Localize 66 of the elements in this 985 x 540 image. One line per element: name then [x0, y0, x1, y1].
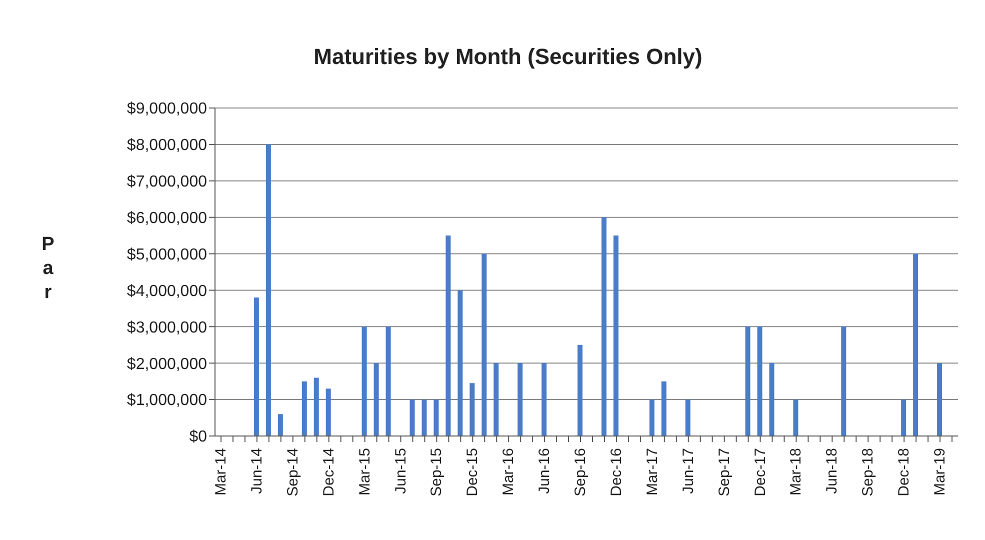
x-tick-label: Dec-15 [464, 448, 482, 496]
x-tick-label: Sep-15 [428, 448, 446, 496]
bar [518, 363, 523, 436]
bar [470, 383, 475, 436]
bar [578, 344, 583, 436]
x-tick-label: Mar-18 [788, 448, 805, 496]
bar [254, 298, 259, 436]
y-tick-label: $9,000,000 [126, 100, 208, 118]
x-tick-label: Mar-16 [500, 448, 518, 496]
bar [649, 400, 654, 436]
y-tick-label: $1,000,000 [126, 392, 208, 410]
bar [266, 144, 271, 436]
x-tick-label: Sep-16 [572, 448, 590, 496]
bar [757, 326, 762, 436]
bar [685, 400, 690, 436]
y-tick-label: $7,000,000 [126, 174, 208, 191]
x-tick-label: Mar-15 [356, 448, 374, 496]
bar [362, 326, 367, 436]
bar [482, 254, 487, 436]
x-tick-label: Dec-14 [320, 448, 338, 496]
x-tick-label: Jun-18 [824, 448, 841, 494]
bar [278, 414, 283, 436]
x-tick-label: Sep-18 [860, 448, 877, 496]
y-axis-title: Par [40, 233, 56, 305]
bar [542, 363, 547, 436]
bar [937, 363, 942, 436]
x-tick-label: Jun-17 [680, 448, 697, 494]
bar [841, 326, 846, 436]
bar [793, 400, 798, 436]
y-tick-label: $5,000,000 [126, 246, 208, 264]
bar [769, 363, 774, 436]
y-tick-label: $2,000,000 [126, 356, 208, 373]
bar [613, 236, 618, 436]
x-tick-label: Mar-19 [932, 448, 949, 496]
y-tick-label: $4,000,000 [126, 282, 208, 300]
bar [901, 400, 906, 436]
bar [494, 363, 499, 436]
bar [745, 326, 750, 436]
chart-title: Maturities by Month (Securities Only) [312, 44, 704, 70]
y-tick-label: $3,000,000 [126, 319, 208, 336]
bar [458, 290, 463, 436]
y-tick-label: $8,000,000 [126, 137, 208, 154]
bar [913, 254, 918, 436]
bar [302, 381, 307, 436]
x-tick-label: Dec-16 [608, 448, 625, 496]
bar [446, 236, 451, 436]
x-tick-label: Mar-14 [212, 448, 230, 496]
bar [410, 400, 415, 436]
x-tick-label: Dec-17 [752, 448, 769, 496]
bar [386, 326, 391, 436]
bar [374, 363, 379, 436]
x-tick-label: Mar-17 [644, 448, 661, 496]
bar [422, 400, 427, 436]
x-tick-label: Jun-16 [536, 448, 554, 494]
x-tick-label: Jun-14 [248, 448, 266, 494]
bar [326, 388, 331, 436]
x-tick-label: Jun-15 [392, 448, 410, 494]
bar [661, 381, 666, 436]
x-tick-label: Sep-14 [284, 448, 302, 496]
bar [314, 378, 319, 436]
y-tick-label: $0 [189, 428, 208, 446]
x-tick-label: Dec-18 [896, 448, 913, 496]
x-tick-label: Sep-17 [716, 448, 733, 496]
bar [601, 217, 606, 436]
bar [434, 400, 439, 436]
y-tick-label: $6,000,000 [126, 210, 208, 228]
